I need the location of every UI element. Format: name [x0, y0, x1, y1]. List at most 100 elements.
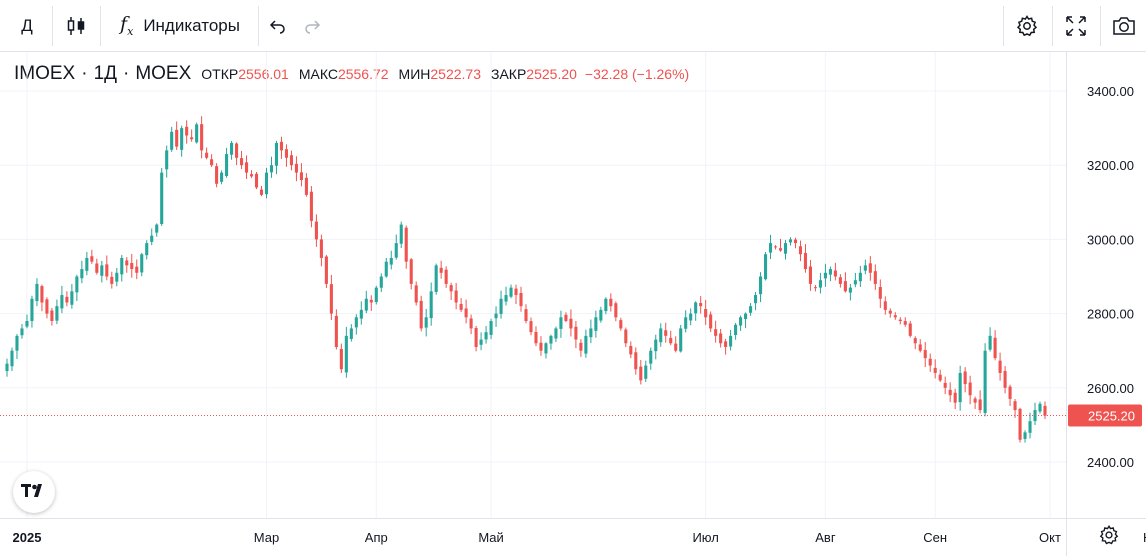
redo-button[interactable]: [296, 0, 328, 51]
y-tick-label: 3000.00: [1087, 232, 1134, 247]
interval-button[interactable]: Д: [4, 0, 50, 51]
legend-separator: ·: [123, 63, 130, 84]
candle-body: [808, 266, 812, 284]
x-tick-label: Сен: [923, 530, 947, 545]
candle-body: [943, 382, 947, 388]
candle-body: [170, 131, 174, 150]
candle-body: [299, 172, 303, 181]
candle-body: [634, 352, 638, 370]
candle-body: [259, 189, 264, 195]
candle-body: [95, 263, 99, 273]
candle-body: [659, 328, 663, 343]
x-tick-label: Июл: [692, 530, 718, 545]
candle-body: [110, 276, 114, 284]
candle-body: [434, 265, 438, 292]
candle-body: [768, 243, 773, 253]
candle-body: [374, 287, 378, 303]
candle-body: [35, 283, 39, 302]
candle-body: [354, 317, 358, 328]
candle-body: [494, 313, 498, 319]
candles-style-button[interactable]: [56, 0, 96, 51]
candle-body: [948, 389, 952, 396]
y-tick-label: 2400.00: [1087, 455, 1134, 470]
candle-body: [664, 330, 668, 336]
x-tick-label: Окт: [1039, 530, 1061, 545]
toolbar-divider: [1100, 6, 1101, 46]
screenshot-button[interactable]: [1104, 0, 1144, 51]
scale-settings-button[interactable]: [1094, 523, 1124, 551]
candle-body: [903, 321, 907, 325]
x-tick-label: Авг: [815, 530, 836, 545]
candle-body: [220, 172, 224, 182]
candle-body: [289, 155, 293, 166]
candle-body: [569, 318, 573, 329]
candle-body: [963, 371, 967, 385]
y-tick-label: 2800.00: [1087, 307, 1134, 322]
candle-body: [983, 350, 987, 414]
candle-body: [40, 286, 44, 303]
candle-body: [714, 329, 718, 336]
candle-body: [589, 328, 593, 338]
candle-body: [404, 227, 408, 262]
candle-body: [833, 270, 837, 277]
gear-icon: [1098, 524, 1120, 551]
candle-body: [155, 224, 159, 233]
candle-body: [399, 224, 403, 244]
candle-body: [70, 291, 74, 305]
candle-body: [130, 262, 134, 270]
candle-body: [654, 339, 658, 352]
candle-body: [803, 252, 808, 270]
candle-body: [604, 298, 608, 312]
candle-body: [469, 318, 473, 329]
candle-body: [1018, 408, 1022, 440]
candle-body: [938, 374, 942, 381]
candle-body: [414, 285, 418, 303]
tradingview-logo[interactable]: [13, 471, 55, 513]
indicators-label: Индикаторы: [143, 15, 240, 35]
candle-body: [848, 287, 852, 293]
toolbar-divider: [100, 6, 101, 46]
candle-body: [444, 269, 448, 284]
candle-body: [968, 382, 972, 396]
candle-body: [793, 239, 798, 244]
fullscreen-button[interactable]: [1056, 0, 1096, 51]
candle-body: [339, 348, 343, 370]
exchange-name: MOEX: [135, 63, 192, 84]
candle-body: [778, 248, 783, 251]
toolbar-divider: [52, 6, 53, 46]
candle-body: [284, 149, 289, 158]
candle-body: [499, 298, 503, 314]
candle-body: [1028, 421, 1032, 433]
candle-body: [878, 286, 882, 299]
candle-body: [988, 335, 992, 350]
candle-body: [314, 221, 318, 240]
candle-body: [1043, 405, 1047, 416]
candle-body: [75, 276, 79, 293]
candle-body: [754, 295, 758, 304]
candle-body: [304, 177, 308, 195]
candle-body: [269, 165, 274, 173]
candle-body: [614, 303, 618, 318]
candle-body: [454, 290, 458, 303]
candle-body: [773, 246, 778, 248]
settings-button[interactable]: [1006, 0, 1048, 51]
candle-body: [893, 315, 897, 318]
candle-body: [749, 306, 753, 313]
candle-body: [419, 300, 423, 329]
candle-body: [359, 309, 363, 319]
candle-body: [888, 310, 892, 314]
toolbar-divider: [1052, 6, 1053, 46]
candle-body: [913, 338, 917, 344]
price-chart[interactable]: 2400.00 2600.00 2800.00 3000.00 3200.00 3400.…: [0, 52, 1146, 556]
candle-body: [240, 158, 244, 166]
symbol-name[interactable]: IMOEX: [14, 63, 76, 84]
candle-body: [160, 172, 164, 224]
tradingview-logo-icon: [21, 482, 47, 503]
candle-body: [125, 260, 129, 266]
candle-body: [759, 276, 763, 295]
indicators-button[interactable]: fx Индикаторы: [106, 0, 254, 51]
candle-body: [25, 321, 29, 327]
undo-button[interactable]: [262, 0, 294, 51]
candles-icon: [65, 15, 87, 37]
close-value: 2525.20: [526, 66, 577, 82]
